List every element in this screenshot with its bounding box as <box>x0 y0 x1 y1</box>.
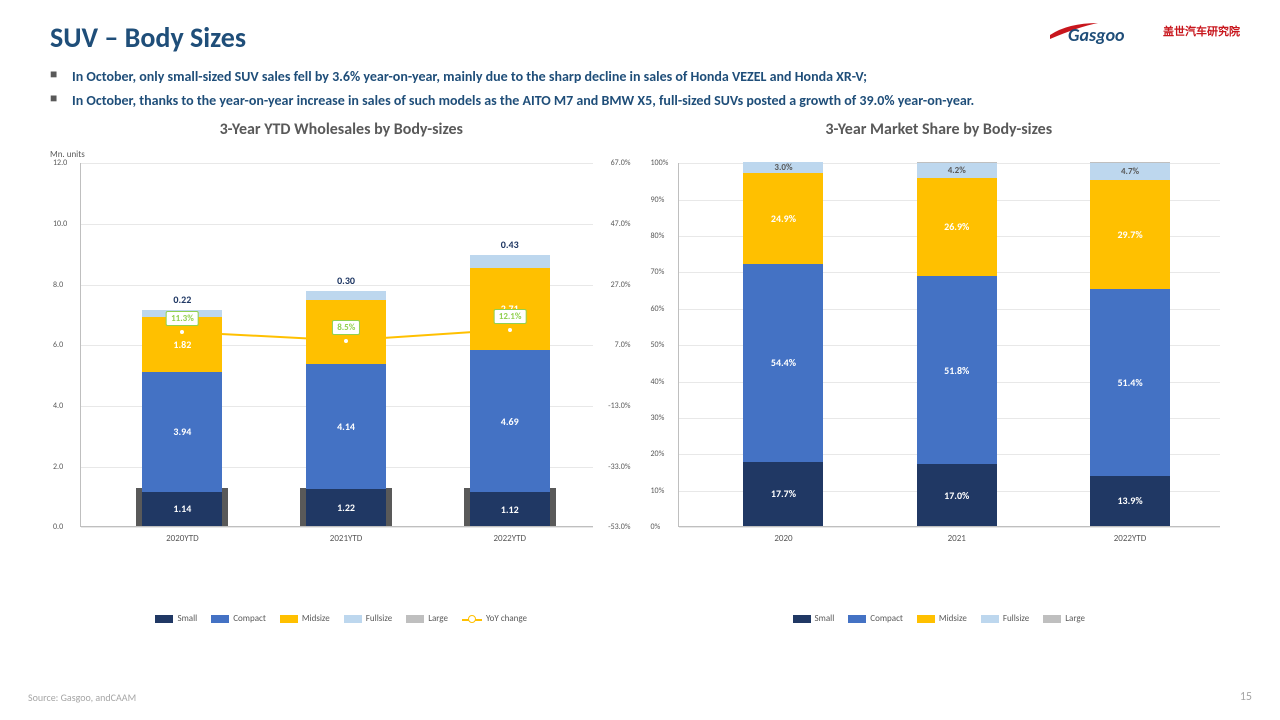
yoy-label: 12.1% <box>494 309 527 324</box>
bar-segment-fullsize: 4.7% <box>1090 163 1170 180</box>
y-tick-right: 7.0% <box>615 340 631 350</box>
legend-item: Large <box>406 613 448 624</box>
y-tick-left: 6.0 <box>53 340 63 350</box>
bar-segment-small: 17.7% <box>743 462 823 526</box>
legend-item: Midsize <box>280 613 330 624</box>
legend-item: YoY change <box>462 613 527 624</box>
y-tick-right: -13.0% <box>608 401 630 411</box>
x-axis-label: 2022YTD <box>462 533 558 544</box>
x-axis-label: 2021YTD <box>298 533 394 544</box>
bullet-item: In October, only small-sized SUV sales f… <box>50 67 1230 87</box>
source-note: Source: Gasgoo, andCAAM <box>28 691 136 704</box>
legend-item: Compact <box>211 613 266 624</box>
bar-segment-large <box>1090 162 1170 163</box>
yoy-marker <box>178 328 186 336</box>
y-tick-left: 50% <box>651 340 665 350</box>
y-tick-left: 90% <box>651 195 665 205</box>
bar-segment-compact: 51.4% <box>1090 289 1170 476</box>
chart2-title: 3-Year Market Share by Body-sizes <box>648 120 1231 139</box>
bar-segment-midsize: 24.9% <box>743 173 823 264</box>
y-tick-left: 0% <box>651 522 661 532</box>
y-tick-left: 10% <box>651 486 665 496</box>
y-tick-left: 70% <box>651 267 665 277</box>
y-tick-left: 80% <box>651 231 665 241</box>
x-axis-label: 2021 <box>909 533 1005 544</box>
chart-wholesales: 3-Year YTD Wholesales by Body-sizes Mn. … <box>50 120 633 624</box>
y-tick-left: 8.0 <box>53 280 63 290</box>
legend-item: Fullsize <box>981 613 1029 624</box>
bullet-list: In October, only small-sized SUV sales f… <box>50 67 1230 110</box>
y-tick-right: -33.0% <box>608 462 630 472</box>
y-tick-left: 60% <box>651 304 665 314</box>
y-tick-left: 2.0 <box>53 462 63 472</box>
y-tick-left: 12.0 <box>53 158 67 168</box>
bar-segment-small: 13.9% <box>1090 476 1170 527</box>
bar-segment-compact: 51.8% <box>917 276 997 465</box>
y-tick-left: 40% <box>651 377 665 387</box>
bar-segment-small: 17.0% <box>917 464 997 526</box>
legend-item: Fullsize <box>344 613 392 624</box>
legend-item: Large <box>1043 613 1085 624</box>
x-axis-label: 2020YTD <box>134 533 230 544</box>
bar-segment-midsize: 29.7% <box>1090 180 1170 288</box>
bar-segment-fullsize: 4.2% <box>917 163 997 178</box>
logo-subtitle: 盖世汽车研究院 <box>1163 23 1240 39</box>
chart1-legend: Small Compact Midsize Fullsize Large YoY chan… <box>50 613 633 624</box>
y-tick-right: -53.0% <box>608 522 630 532</box>
y-tick-left: 20% <box>651 449 665 459</box>
chart-marketshare: 3-Year Market Share by Body-sizes 0% 10% 2… <box>648 120 1231 624</box>
legend-item: Small <box>155 613 197 624</box>
y-tick-left: 0.0 <box>53 522 63 532</box>
yoy-label: 11.3% <box>166 311 199 326</box>
page-number: 15 <box>1240 690 1252 704</box>
chart2-legend: Small Compact Midsize Fullsize Large <box>648 613 1231 624</box>
brand-logo: Gasgoo 盖世汽车研究院 <box>1048 15 1240 47</box>
y-tick-left: 30% <box>651 413 665 423</box>
bullet-item: In October, thanks to the year-on-year i… <box>50 91 1230 111</box>
y-tick-right: 47.0% <box>611 219 631 229</box>
y-tick-left: 4.0 <box>53 401 63 411</box>
svg-text:Gasgoo: Gasgoo <box>1068 24 1125 46</box>
legend-item: Compact <box>848 613 903 624</box>
legend-item: Midsize <box>917 613 967 624</box>
bar-segment-fullsize: 3.0% <box>743 162 823 173</box>
y-tick-left: 10.0 <box>53 219 67 229</box>
legend-item: Small <box>793 613 835 624</box>
y-tick-right: 27.0% <box>611 280 631 290</box>
y-tick-left: 100% <box>651 158 669 168</box>
chart1-title: 3-Year YTD Wholesales by Body-sizes <box>50 120 633 139</box>
yoy-label: 8.5% <box>332 320 360 335</box>
bar-segment-compact: 54.4% <box>743 264 823 462</box>
yoy-marker <box>506 326 514 334</box>
x-axis-label: 2022YTD <box>1082 533 1178 544</box>
x-axis-label: 2020 <box>735 533 831 544</box>
y-tick-right: 67.0% <box>611 158 631 168</box>
bar-segment-midsize: 26.9% <box>917 178 997 276</box>
yoy-marker <box>342 337 350 345</box>
